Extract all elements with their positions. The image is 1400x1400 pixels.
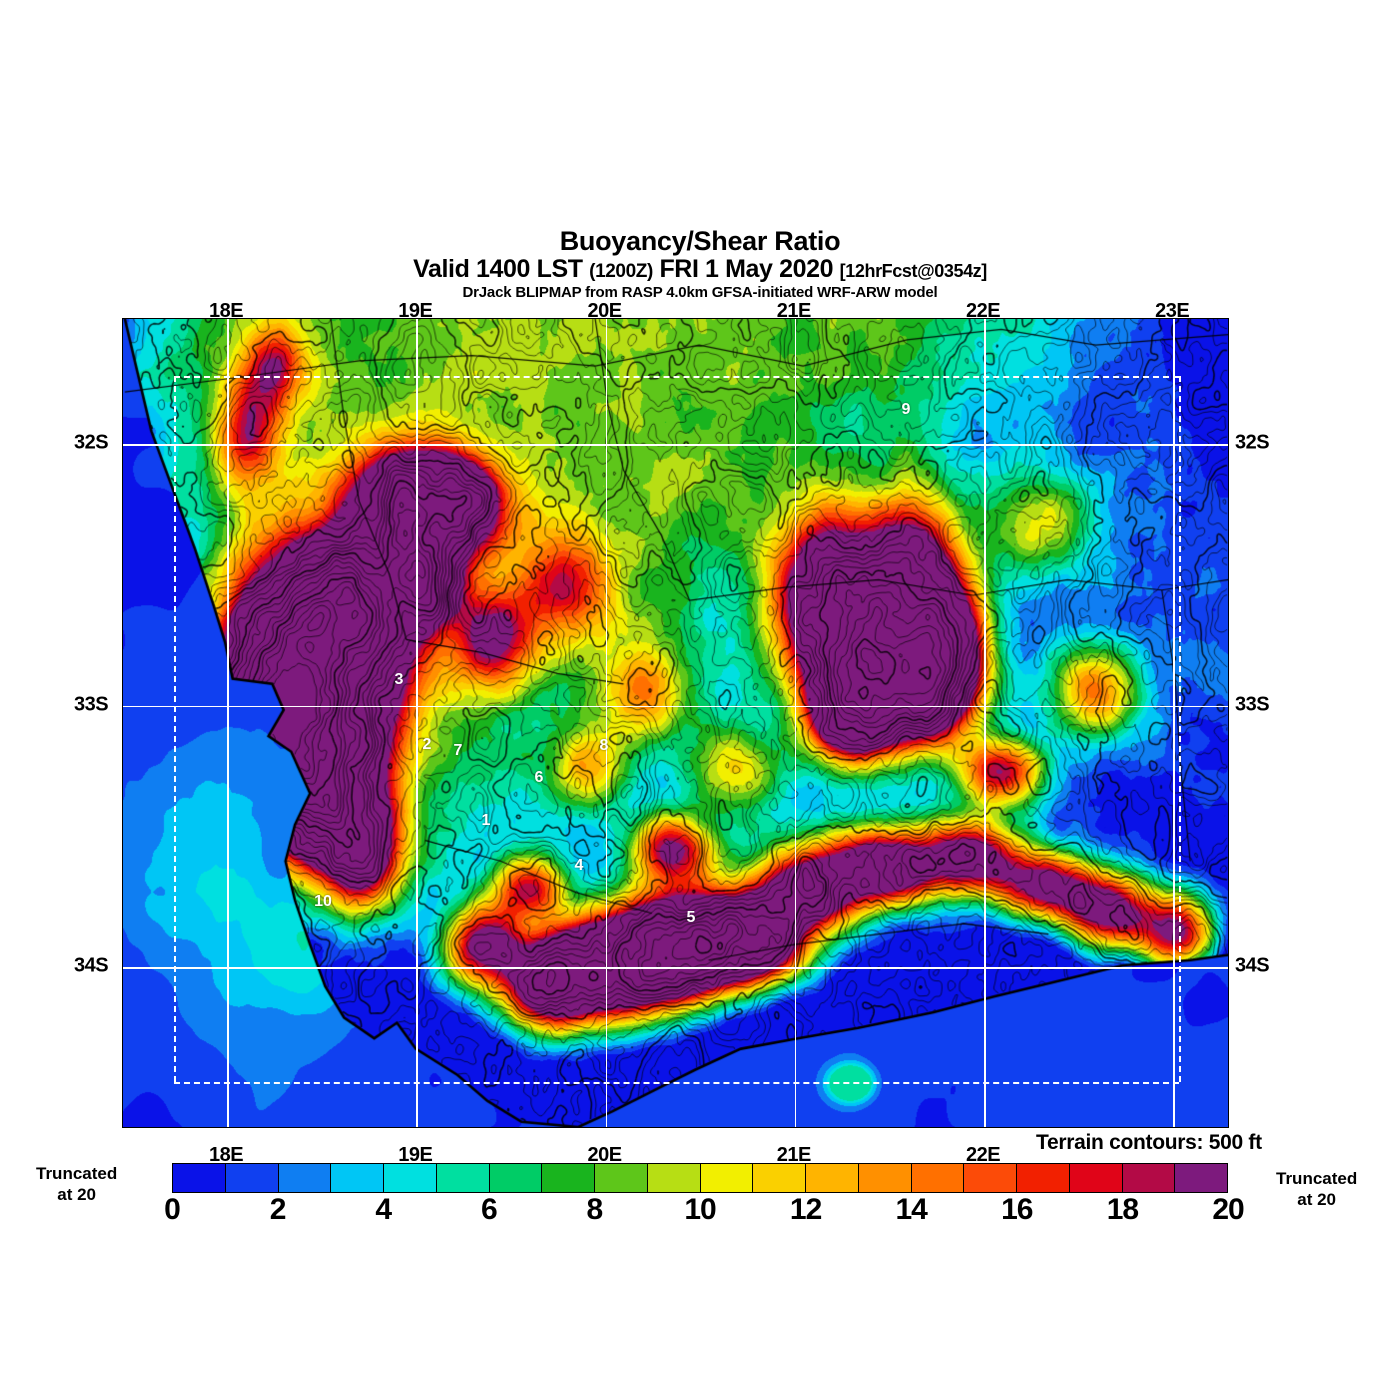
- colorbar-tick-0: 0: [164, 1193, 181, 1226]
- site-marker-1[interactable]: 1: [481, 812, 491, 829]
- lon-label-top-18E: 18E: [209, 300, 244, 322]
- valid-date: FRI 1 May 2020: [659, 255, 834, 283]
- graticule-meridian-23E: [1173, 319, 1175, 1127]
- colorbar-band-13: [858, 1164, 912, 1192]
- colorbar-tick-12: 12: [789, 1193, 822, 1226]
- colorbar-band-7: [542, 1164, 595, 1192]
- truncated-note-left: Truncated at 20: [36, 1163, 117, 1206]
- colorbar-band-3: [331, 1164, 384, 1192]
- graticule-meridian-18E: [227, 319, 229, 1127]
- title-block: Buoyancy/Shear Ratio Valid 1400 LST (120…: [0, 228, 1400, 303]
- colorbar-tick-18: 18: [1106, 1193, 1139, 1226]
- colorbar-band-10: [700, 1164, 754, 1192]
- colorbar-band-2: [278, 1164, 332, 1192]
- lat-label-left-34S: 34S: [74, 954, 109, 977]
- truncated-note-right: Truncated at 20: [1276, 1168, 1357, 1211]
- colorbar-band-8: [595, 1164, 648, 1192]
- graticule-meridian-22E: [984, 319, 986, 1127]
- graticule-parallel-34S: [123, 967, 1228, 969]
- forecast-map[interactable]: 9 3 2 7 8 6 1 4 10 5: [122, 318, 1229, 1128]
- colorbar-band-0: [173, 1164, 226, 1192]
- domain-box-edge-bottom: [174, 1081, 1179, 1084]
- model-description: DrJack BLIPMAP from RASP 4.0km GFSA-init…: [462, 284, 938, 301]
- lon-label-bottom-21E: 21E: [776, 1144, 812, 1166]
- colorbar-tick-10: 10: [684, 1193, 716, 1226]
- site-marker-4[interactable]: 4: [574, 857, 584, 874]
- site-marker-9[interactable]: 9: [901, 401, 911, 418]
- colorbar-band-15: [964, 1164, 1017, 1192]
- domain-box-edge-left: [174, 376, 177, 1082]
- truncated-note-left-line1: Truncated: [36, 1164, 118, 1183]
- colorbar-band-6: [489, 1164, 543, 1192]
- lat-label-right-32S: 32S: [1235, 431, 1270, 454]
- forecast-tag: [12hrFcst@0354z]: [839, 261, 988, 281]
- graticule-parallel-33S: [123, 705, 1228, 708]
- colorbar-tick-14: 14: [895, 1193, 928, 1226]
- valid-utc: (1200Z): [589, 261, 653, 282]
- site-marker-8[interactable]: 8: [599, 737, 609, 754]
- lon-label-top-20E: 20E: [587, 300, 622, 322]
- lon-label-bottom-18E: 18E: [209, 1144, 244, 1166]
- domain-box-edge-right: [1178, 376, 1181, 1082]
- lon-label-top-19E: 19E: [398, 300, 433, 322]
- colorbar-tick-16: 16: [1001, 1193, 1033, 1226]
- graticule-parallel-32S: [123, 444, 1228, 446]
- colorbar-band-17: [1069, 1164, 1123, 1192]
- lon-label-top-23E: 23E: [1155, 300, 1190, 322]
- colorbar-tick-6: 6: [480, 1193, 498, 1226]
- colorbar-band-18: [1122, 1164, 1176, 1192]
- truncated-note-left-line2: at 20: [57, 1185, 96, 1205]
- colorbar-band-16: [1017, 1164, 1070, 1192]
- graticule-meridian-19E: [416, 319, 418, 1127]
- valid-prefix: Valid 1400 LST: [413, 255, 583, 283]
- site-marker-7[interactable]: 7: [453, 742, 463, 759]
- colorbar-band-11: [753, 1164, 806, 1192]
- buoyancy-shear-ratio-field: [123, 319, 1228, 1127]
- colorbar-band-14: [911, 1164, 965, 1192]
- lat-label-right-33S: 33S: [1235, 693, 1270, 716]
- site-marker-6[interactable]: 6: [534, 769, 544, 786]
- domain-box-edge-top: [174, 376, 1179, 379]
- colorbar-tick-4: 4: [375, 1193, 392, 1226]
- colorbar[interactable]: 0 2 4 6 8 10 12 14 16 18 20: [164, 1163, 1245, 1226]
- colorbar-band-5: [436, 1164, 490, 1192]
- site-marker-3[interactable]: 3: [394, 671, 404, 688]
- lat-label-left-33S: 33S: [74, 693, 109, 716]
- colorbar-bands: [172, 1163, 1228, 1193]
- site-marker-2[interactable]: 2: [422, 736, 432, 753]
- lon-label-bottom-22E: 22E: [965, 1144, 1001, 1166]
- terrain-contour-note: Terrain contours: 500 ft: [1036, 1131, 1262, 1154]
- lon-label-top-21E: 21E: [776, 300, 812, 322]
- lon-label-top-22E: 22E: [965, 300, 1001, 322]
- lat-label-right-34S: 34S: [1235, 954, 1270, 977]
- colorbar-band-4: [384, 1164, 437, 1192]
- site-marker-5[interactable]: 5: [686, 909, 696, 926]
- colorbar-band-19: [1175, 1164, 1227, 1192]
- page-title: Buoyancy/Shear Ratio: [559, 226, 841, 256]
- colorbar-tick-20: 20: [1212, 1193, 1244, 1226]
- graticule-meridian-21E: [794, 319, 797, 1127]
- colorbar-tick-8: 8: [586, 1193, 604, 1226]
- lon-label-bottom-19E: 19E: [398, 1144, 433, 1166]
- graticule-meridian-20E: [605, 319, 608, 1127]
- colorbar-tick-2: 2: [269, 1193, 287, 1226]
- lat-label-left-32S: 32S: [74, 431, 109, 454]
- colorbar-band-12: [806, 1164, 859, 1192]
- site-marker-10[interactable]: 10: [314, 893, 332, 910]
- truncated-note-right-line1: Truncated: [1276, 1169, 1358, 1188]
- lon-label-bottom-20E: 20E: [587, 1144, 622, 1166]
- truncated-note-right-line2: at 20: [1297, 1190, 1336, 1210]
- colorbar-band-1: [225, 1164, 279, 1192]
- valid-time-line: Valid 1400 LST (1200Z) FRI 1 May 2020 [1…: [0, 255, 1400, 283]
- colorbar-band-9: [647, 1164, 701, 1192]
